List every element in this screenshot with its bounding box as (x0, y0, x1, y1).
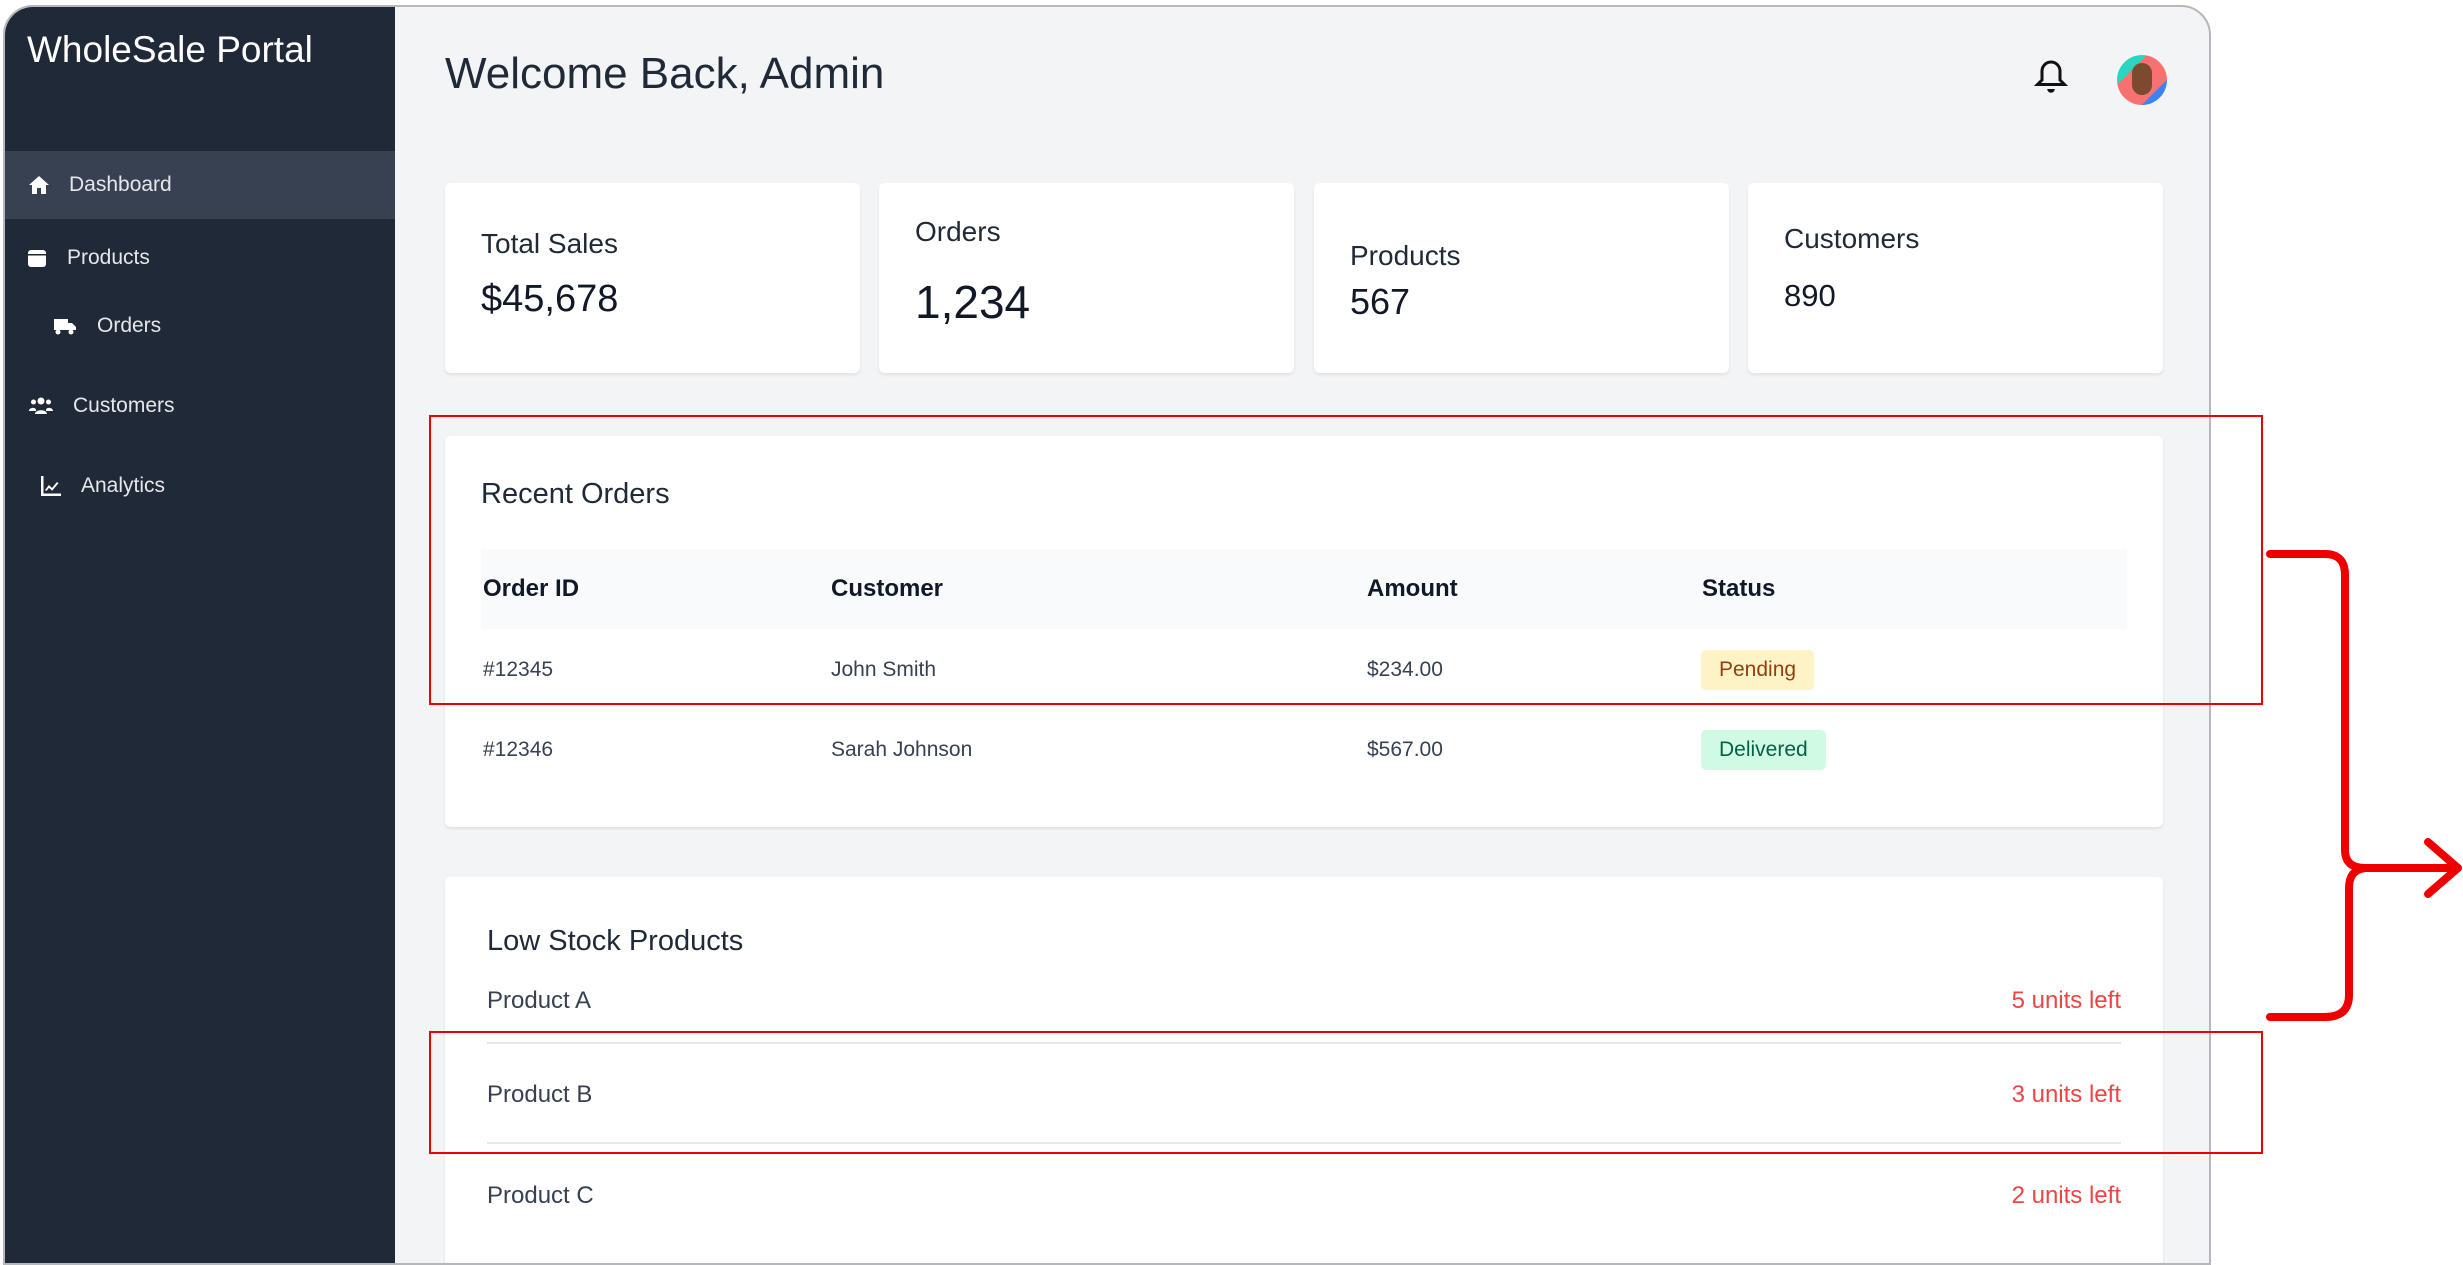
bell-icon[interactable] (2033, 57, 2069, 97)
brand-title: WholeSale Portal (27, 29, 313, 70)
stat-label: Orders (915, 216, 1001, 247)
low-stock-item[interactable]: Product C 2 units left (487, 1182, 2121, 1210)
avatar[interactable] (2117, 55, 2167, 105)
product-name: Product C (487, 1182, 594, 1209)
main-content: Welcome Back, Admin Total Sales $45,678 … (395, 7, 2209, 1263)
column-header: Amount (1367, 575, 1458, 602)
home-icon (29, 176, 49, 194)
order-amount: $234.00 (1367, 658, 1443, 681)
order-id[interactable]: #12346 (483, 738, 554, 761)
product-name: Product A (487, 987, 592, 1014)
column-header: Customer (831, 575, 944, 602)
stat-value: $45,678 (481, 278, 619, 320)
box-icon (28, 250, 46, 267)
sidebar-item-label: Customers (73, 394, 175, 417)
sidebar-item-label: Analytics (81, 474, 166, 497)
stat-value: 890 (1784, 278, 1836, 313)
status-badge-delivered: Delivered (1701, 730, 1826, 770)
table-header (481, 549, 2127, 629)
customer-name: Sarah Johnson (831, 738, 973, 761)
users-icon (29, 397, 53, 414)
divider (487, 1142, 2121, 1144)
sidebar-item-label: Products (67, 246, 150, 269)
customer-name: John Smith (831, 658, 937, 681)
stat-label: Total Sales (481, 228, 618, 259)
order-amount: $567.00 (1367, 738, 1443, 761)
app-window: WholeSale Portal Dashboard Products Orde… (3, 5, 2211, 1265)
low-stock-item[interactable]: Product B 3 units left (487, 1081, 2121, 1109)
sidebar: WholeSale Portal Dashboard Products Orde… (5, 7, 395, 1263)
sidebar-item-orders[interactable]: Orders (5, 296, 395, 356)
sidebar-item-label: Dashboard (69, 173, 172, 196)
stat-card-products: Products 567 (1314, 183, 1729, 373)
divider (487, 1042, 2121, 1044)
chart-line-icon (41, 476, 61, 496)
section-title: Recent Orders (481, 478, 670, 510)
page-title: Welcome Back, Admin (445, 49, 885, 98)
sidebar-item-dashboard[interactable]: Dashboard (5, 151, 395, 219)
column-header: Status (1702, 575, 1776, 602)
status-badge-pending: Pending (1701, 650, 1815, 690)
sidebar-item-analytics[interactable]: Analytics (5, 456, 395, 516)
order-id[interactable]: #12345 (483, 658, 554, 681)
sidebar-item-customers[interactable]: Customers (5, 376, 395, 436)
stat-value: 1,234 (915, 276, 1031, 328)
sidebar-item-products[interactable]: Products (5, 228, 395, 288)
truck-icon (54, 319, 76, 335)
stat-label: Products (1350, 240, 1461, 271)
stat-card-customers: Customers 890 (1748, 183, 2163, 373)
product-name: Product B (487, 1081, 593, 1108)
stat-label: Customers (1784, 223, 1920, 254)
section-title: Low Stock Products (487, 925, 744, 957)
stock-count: 2 units left (2011, 1182, 2121, 1209)
low-stock-item[interactable]: Product A 5 units left (487, 987, 2121, 1015)
stat-card-total-sales: Total Sales $45,678 (445, 183, 860, 373)
stock-count: 3 units left (2011, 1081, 2121, 1108)
recent-orders-card: Recent Orders Order ID Customer Amount S… (445, 436, 2163, 827)
sidebar-item-label: Orders (97, 314, 162, 337)
stat-value: 567 (1350, 281, 1411, 322)
stat-card-orders: Orders 1,234 (879, 183, 1294, 373)
stock-count: 5 units left (2011, 987, 2121, 1014)
column-header: Order ID (483, 575, 580, 602)
low-stock-card: Low Stock Products Product A 5 units left… (445, 877, 2163, 1263)
